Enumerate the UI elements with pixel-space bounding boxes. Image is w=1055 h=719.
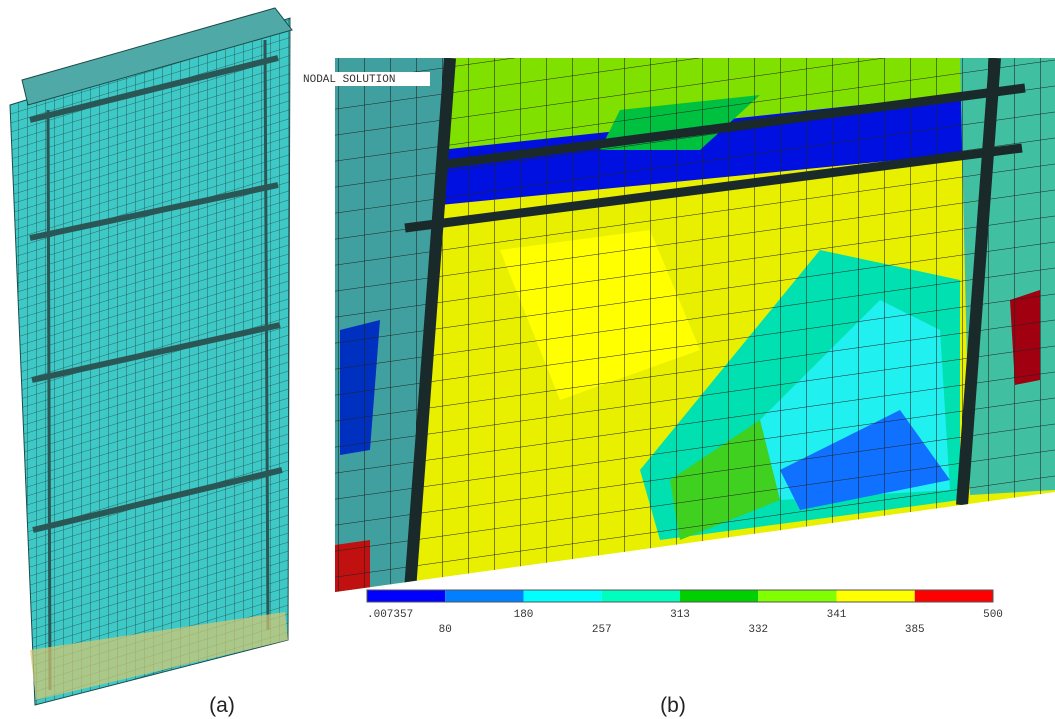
colorbar-label: 385: [905, 624, 925, 636]
caption-b: (b): [660, 694, 686, 717]
colorbar-segment: [680, 590, 758, 602]
colorbar-label: 257: [592, 624, 612, 636]
colorbar-segment: [837, 590, 915, 602]
colorbar-label: 332: [748, 624, 768, 636]
colorbar-label: 341: [827, 609, 847, 621]
colorbar-segment: [445, 590, 523, 602]
colorbar-label: 80: [439, 624, 452, 636]
contour-title: NODAL SOLUTION: [303, 74, 395, 86]
colorbar-label: 313: [670, 609, 690, 621]
caption-a: (a): [209, 694, 235, 717]
colorbar: .007357 80 180 257 313 332 341 385 500: [367, 590, 1003, 636]
figure: (a) NODAL SOLUTION .007357 80 180 257 313 332…: [0, 0, 1055, 719]
panel-b-contour: [335, 58, 1055, 598]
colorbar-segment: [602, 590, 680, 602]
colorbar-segment: [524, 590, 602, 602]
colorbar-segment: [915, 590, 993, 602]
colorbar-label: 500: [983, 609, 1003, 621]
colorbar-label: .007357: [367, 609, 413, 621]
panel-a-model: [10, 8, 292, 705]
colorbar-segment: [758, 590, 836, 602]
colorbar-segment: [367, 590, 445, 602]
colorbar-label: 180: [514, 609, 534, 621]
